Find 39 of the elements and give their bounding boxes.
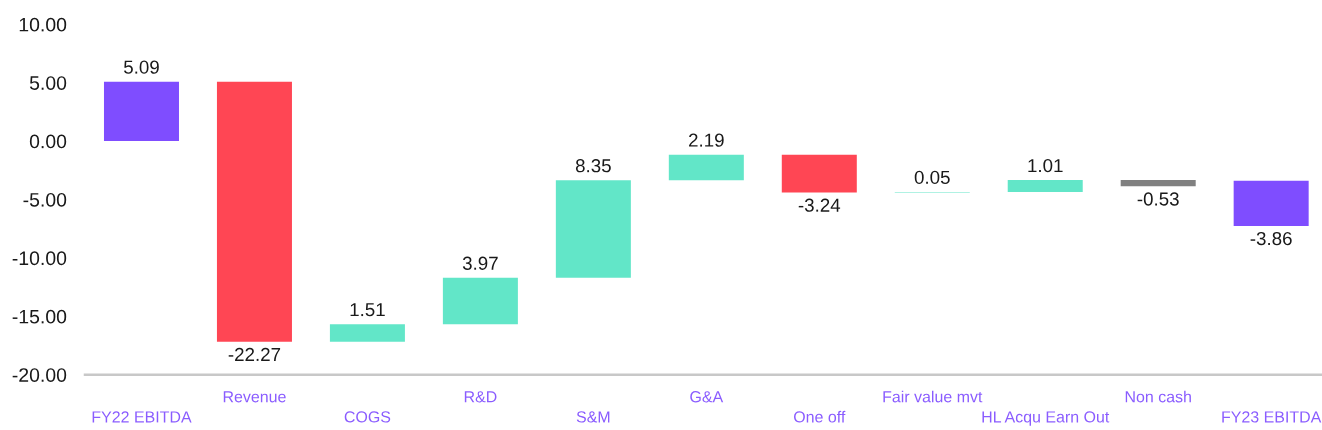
x-tick-label: FY22 EBITDA — [92, 411, 192, 423]
x-tick-label: One off — [794, 410, 846, 423]
bar — [103, 81, 179, 142]
x-tick-label: S&M — [576, 411, 610, 423]
data-label: -22.27 — [228, 347, 281, 361]
bar — [442, 277, 518, 325]
bar — [216, 81, 292, 342]
data-label: -3.24 — [798, 198, 841, 212]
data-label: 2.19 — [689, 133, 724, 147]
y-tick-label: -10.00 — [12, 251, 67, 266]
y-tick-label: 5.00 — [29, 76, 67, 90]
data-label: -0.53 — [1137, 192, 1179, 206]
bar — [668, 154, 744, 181]
bar — [1233, 180, 1309, 226]
x-tick-label: Revenue — [223, 391, 286, 403]
data-label: -3.86 — [1250, 231, 1292, 246]
x-tick-label: Non cash — [1125, 390, 1191, 403]
x-tick-label: FY23 EBITDA — [1222, 411, 1322, 423]
x-tick-label: G&A — [690, 391, 724, 403]
bar — [1120, 180, 1196, 187]
data-label: 5.09 — [123, 60, 159, 74]
x-tick-label: COGS — [344, 411, 391, 423]
x-tick-label: R&D — [464, 391, 497, 403]
data-label: 0.05 — [914, 170, 950, 185]
y-tick-label: -15.00 — [12, 309, 67, 324]
data-label: 1.51 — [350, 303, 385, 317]
data-label: 3.97 — [462, 256, 498, 270]
y-tick-label: -5.00 — [23, 192, 67, 207]
y-tick-label: -20.00 — [12, 368, 67, 382]
y-tick-label: 0.00 — [29, 134, 67, 149]
bar — [1007, 180, 1083, 192]
data-label: 1.01 — [1028, 158, 1063, 173]
x-tick-label: Fair value mvt — [883, 390, 983, 403]
data-label: 8.35 — [575, 159, 611, 173]
y-tick-label: 10.00 — [19, 17, 67, 32]
x-tick-label: HL Acqu Earn Out — [982, 411, 1110, 426]
bar — [555, 180, 631, 278]
bar — [781, 154, 857, 193]
bar — [329, 324, 405, 342]
